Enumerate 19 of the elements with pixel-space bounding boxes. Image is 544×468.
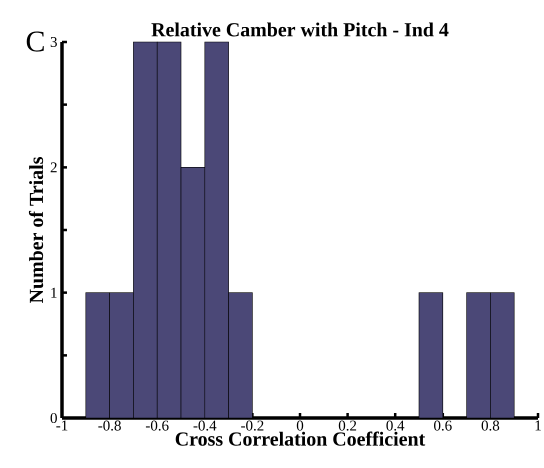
x-tick-label: 1 (536, 420, 541, 430)
x-tick-label: -0.6 (146, 420, 169, 431)
x-tick-label: 0.4 (386, 420, 404, 431)
x-tick-label: 0.8 (482, 420, 500, 431)
y-tick-label: 0 (50, 412, 57, 424)
y-axis-title: Number of Trials (28, 157, 44, 304)
x-tick-label: -1 (56, 420, 68, 430)
x-tick-label: 0 (296, 420, 304, 431)
text: C (26, 32, 44, 52)
x-tick-label: 0.6 (434, 420, 452, 431)
x-tick-label: -0.2 (241, 420, 264, 431)
y-tick-label: 3 (50, 36, 57, 48)
x-tick-label: 0.2 (338, 420, 356, 431)
chart-title: Relative Camber with Pitch - Ind 4 (151, 22, 449, 36)
x-tick-label: -0.4 (194, 420, 216, 431)
x-axis-title: Cross Correlation Coefficient (176, 432, 426, 446)
y-tick-label: 2 (50, 162, 57, 172)
y-tick-label: 1 (51, 288, 57, 298)
x-tick-label: -0.8 (98, 420, 121, 431)
